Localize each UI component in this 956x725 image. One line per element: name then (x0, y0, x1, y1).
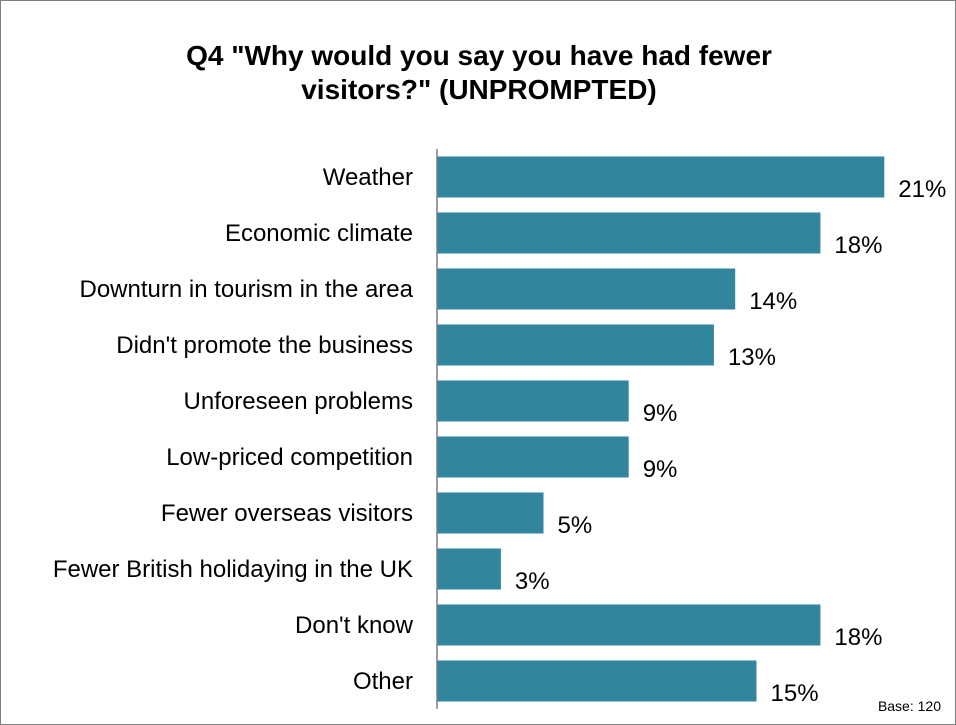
value-label-other: 15% (771, 680, 819, 707)
category-label-weather: Weather (323, 164, 413, 191)
bar-fewer-british-holidaying-in-the-uk (437, 548, 501, 590)
value-label-weather: 21% (898, 176, 946, 203)
value-label-downturn-in-tourism-in-the-area: 14% (749, 288, 797, 315)
category-label-didn-t-promote-the-business: Didn't promote the business (116, 332, 413, 359)
bar-didn-t-promote-the-business (437, 324, 714, 366)
chart-title-line-2: visitors?" (UNPROMPTED) (301, 74, 657, 105)
chart-title: Q4 "Why would you say you have had fewer… (1, 39, 955, 107)
bar-weather (437, 156, 885, 198)
category-label-low-priced-competition: Low-priced competition (166, 444, 413, 471)
bar-fewer-overseas-visitors (437, 492, 544, 534)
base-footnote: Base: 120 (877, 698, 941, 714)
value-label-don-t-know: 18% (834, 624, 882, 651)
category-label-fewer-overseas-visitors: Fewer overseas visitors (161, 500, 413, 527)
value-label-unforeseen-problems: 9% (643, 400, 678, 427)
category-label-downturn-in-tourism-in-the-area: Downturn in tourism in the area (80, 276, 414, 303)
bar-other (437, 660, 757, 702)
value-label-low-priced-competition: 9% (643, 456, 678, 483)
category-label-economic-climate: Economic climate (225, 220, 413, 247)
chart-title-line-1: Q4 "Why would you say you have had fewer (186, 40, 772, 71)
value-label-economic-climate: 18% (834, 232, 882, 259)
value-label-fewer-overseas-visitors: 5% (558, 512, 593, 539)
category-label-don-t-know: Don't know (295, 612, 414, 639)
bar-downturn-in-tourism-in-the-area (437, 268, 736, 310)
value-label-fewer-british-holidaying-in-the-uk: 3% (515, 568, 550, 595)
bar-low-priced-competition (437, 436, 629, 478)
value-label-didn-t-promote-the-business: 13% (728, 344, 776, 371)
bar-don-t-know (437, 604, 821, 646)
category-label-unforeseen-problems: Unforeseen problems (184, 388, 413, 415)
bar-unforeseen-problems (437, 380, 629, 422)
bar-economic-climate (437, 212, 821, 254)
category-label-other: Other (353, 668, 413, 695)
category-label-fewer-british-holidaying-in-the-uk: Fewer British holidaying in the UK (53, 556, 413, 583)
